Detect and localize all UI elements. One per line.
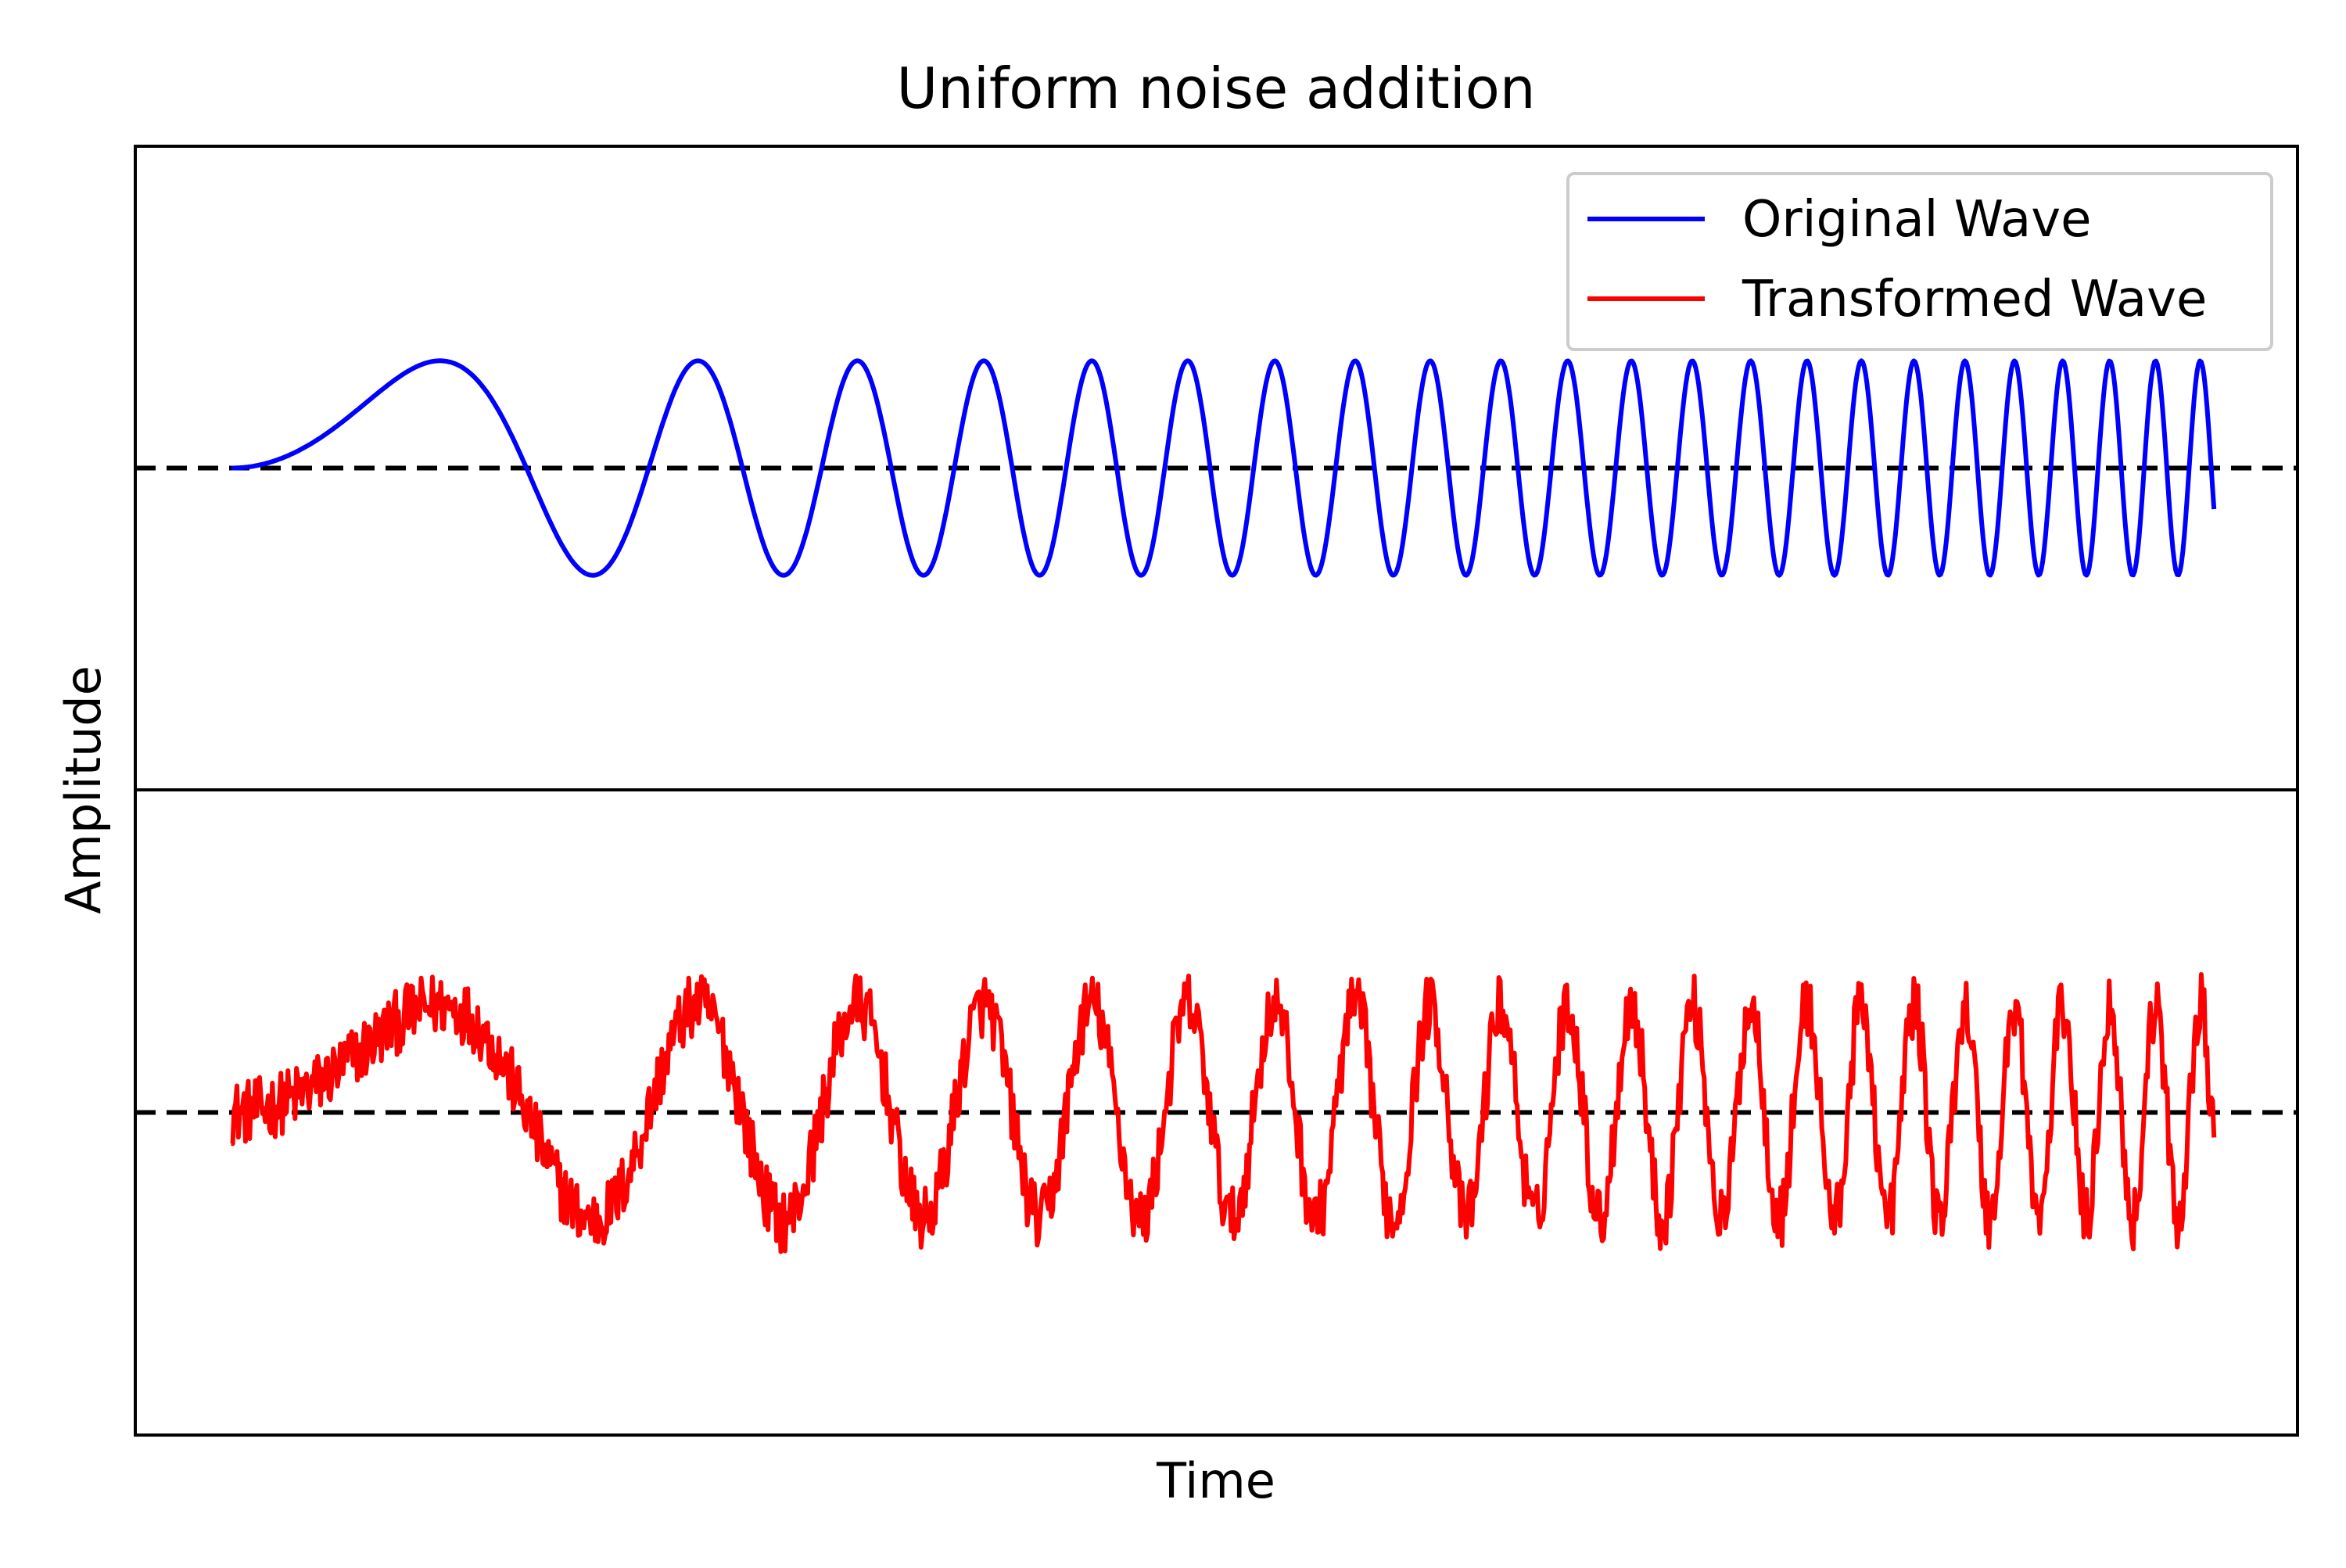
- y-axis-label: Amplitude: [55, 666, 112, 914]
- legend-frame: [1566, 172, 2273, 351]
- legend-label-transformed-wave: Transformed Wave: [1742, 271, 2207, 328]
- x-axis-label: Time: [1156, 1452, 1275, 1509]
- legend-label-original-wave: Original Wave: [1742, 191, 2091, 249]
- legend: Original Wave Transformed Wave: [1566, 172, 2273, 351]
- chart-title: Uniform noise addition: [897, 56, 1536, 121]
- bottom-panel: [134, 788, 2299, 1437]
- series-line-transformed-wave: [230, 972, 2217, 1254]
- series-line-original-wave: [230, 358, 2217, 578]
